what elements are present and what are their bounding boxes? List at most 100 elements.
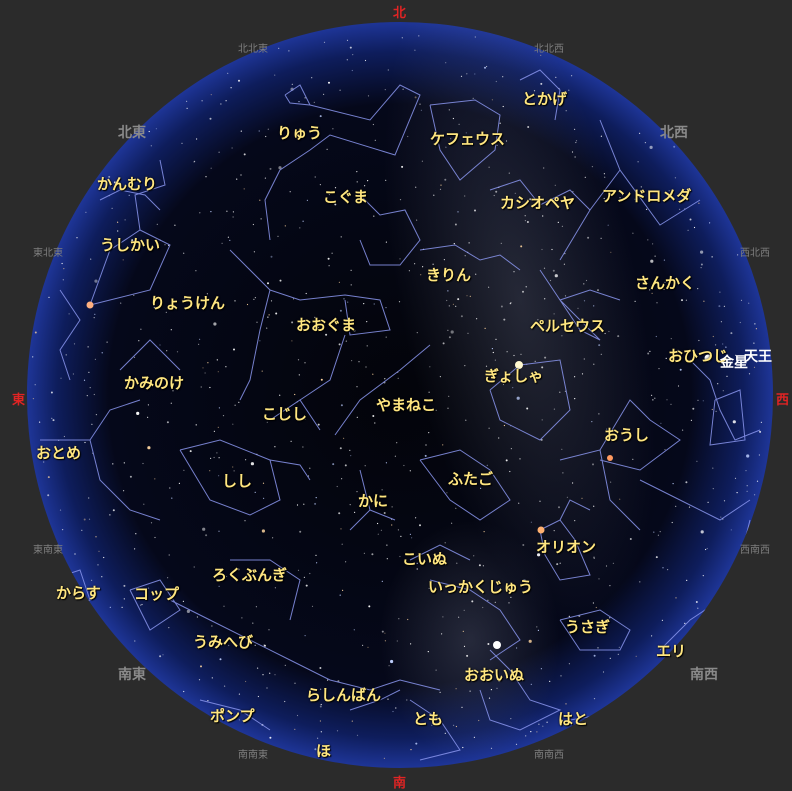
star xyxy=(258,130,260,132)
star xyxy=(237,568,240,571)
south-marker: 南 xyxy=(393,776,407,791)
star xyxy=(284,225,286,227)
star xyxy=(155,128,157,130)
star xyxy=(508,172,510,174)
star xyxy=(219,658,222,661)
star xyxy=(410,643,412,645)
star xyxy=(475,273,477,275)
star xyxy=(401,37,403,39)
star xyxy=(167,577,169,579)
star xyxy=(682,429,684,431)
star xyxy=(398,618,400,620)
star xyxy=(241,617,243,619)
star xyxy=(264,644,266,647)
star xyxy=(351,69,353,72)
star xyxy=(207,362,209,364)
star xyxy=(408,270,410,272)
star xyxy=(332,463,335,466)
star xyxy=(398,301,401,303)
star xyxy=(224,685,226,687)
star xyxy=(496,144,498,146)
star xyxy=(83,379,86,381)
star xyxy=(484,66,486,69)
star xyxy=(98,550,100,552)
star xyxy=(395,707,397,709)
direction-ese: 東南東 xyxy=(33,545,63,556)
star xyxy=(463,609,465,612)
star xyxy=(735,354,737,356)
label-andromeda: アンドロメダ xyxy=(602,187,692,205)
west-marker: 西 xyxy=(776,393,790,408)
star xyxy=(148,130,150,133)
star xyxy=(174,224,176,226)
label-lynx: やまねこ xyxy=(376,396,437,414)
star xyxy=(520,353,522,355)
star xyxy=(746,490,748,492)
star xyxy=(133,294,135,296)
star xyxy=(250,462,254,466)
star xyxy=(598,578,600,580)
star xyxy=(342,589,344,592)
star xyxy=(340,404,343,407)
star xyxy=(263,497,265,499)
star xyxy=(112,463,114,465)
star xyxy=(509,303,511,305)
star xyxy=(506,380,508,382)
star xyxy=(372,373,374,375)
star xyxy=(609,585,611,587)
star xyxy=(268,314,270,316)
star xyxy=(571,75,573,77)
star xyxy=(298,374,300,376)
star xyxy=(399,258,401,260)
star xyxy=(59,509,62,511)
star xyxy=(446,299,448,302)
label-ursa-major: おおぐま xyxy=(296,316,357,334)
star xyxy=(720,321,723,323)
star xyxy=(272,537,274,539)
star xyxy=(262,674,264,676)
star xyxy=(593,556,595,558)
star xyxy=(461,706,463,708)
star xyxy=(695,601,698,603)
star xyxy=(656,302,658,304)
star xyxy=(349,46,352,49)
star xyxy=(712,335,714,338)
star xyxy=(693,226,696,229)
star xyxy=(485,365,488,367)
star xyxy=(362,644,364,647)
star xyxy=(390,659,394,664)
star xyxy=(488,166,490,168)
star xyxy=(717,383,719,385)
star xyxy=(585,279,588,282)
star xyxy=(541,419,543,421)
direction-wnw: 西北西 xyxy=(740,248,770,259)
star xyxy=(205,534,208,537)
star xyxy=(439,691,441,694)
star xyxy=(689,218,692,221)
star xyxy=(399,199,402,201)
star xyxy=(637,161,639,163)
star xyxy=(562,472,564,474)
star xyxy=(672,483,674,485)
star xyxy=(336,730,339,732)
star xyxy=(61,262,63,265)
star xyxy=(352,54,354,56)
star xyxy=(339,89,341,91)
star xyxy=(256,321,258,323)
star xyxy=(380,529,382,531)
star xyxy=(698,339,700,342)
star xyxy=(210,167,212,169)
star xyxy=(603,197,605,200)
star xyxy=(505,459,508,462)
star xyxy=(487,137,489,139)
star xyxy=(112,509,115,512)
star xyxy=(319,705,322,708)
star xyxy=(536,626,538,628)
star xyxy=(366,321,368,323)
label-orion: オリオン xyxy=(536,538,597,556)
star xyxy=(574,376,576,378)
star xyxy=(425,444,427,446)
star xyxy=(473,555,475,557)
star xyxy=(305,584,308,587)
star xyxy=(367,646,369,649)
